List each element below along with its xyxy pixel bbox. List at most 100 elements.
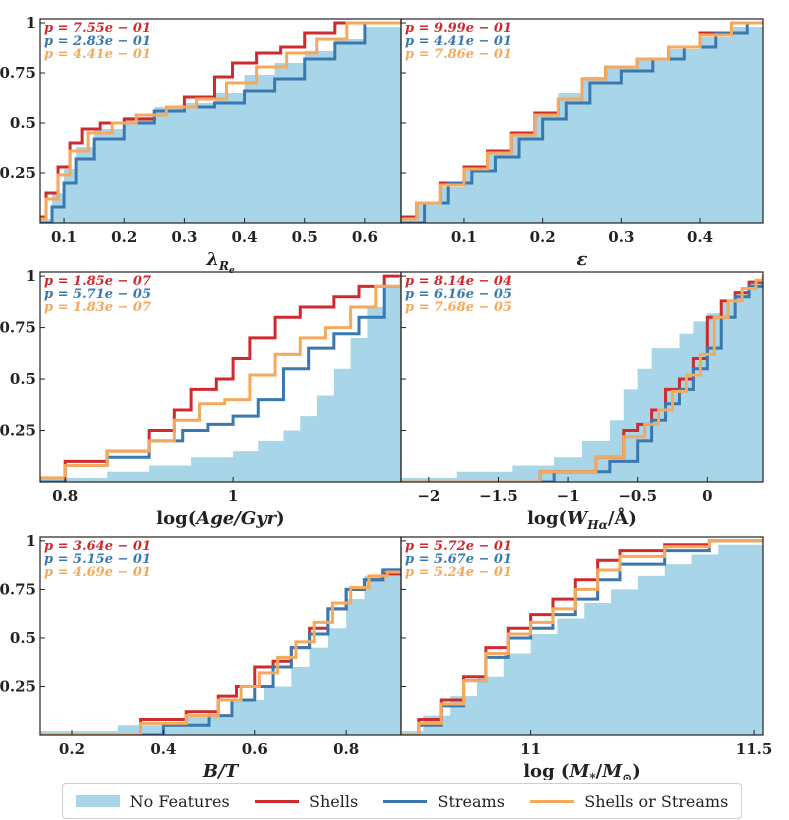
series-shells-or-streams-line [401, 539, 763, 735]
p-value-shells: p = 9.99e − 01 [405, 21, 512, 36]
plot-area [401, 539, 763, 735]
series-shells-or-streams-line [40, 276, 401, 480]
x-tick-label: 0.6 [352, 228, 378, 246]
legend-swatch-shells [254, 799, 299, 803]
series-streams-line [401, 276, 763, 482]
p-value-shells-or-streams: p = 7.68e − 05 [405, 300, 512, 315]
y-tick-label: 0.5 [10, 114, 36, 132]
p-value-shells: p = 1.85e − 07 [44, 274, 151, 289]
series-no-features-fill [401, 540, 763, 735]
series-no-features-fill [40, 276, 401, 482]
legend-label-streams: Streams [437, 791, 505, 811]
y-tick-label: 0.75 [0, 64, 36, 82]
series-no-features-fill [40, 23, 401, 223]
plot-area [40, 274, 401, 482]
x-tick-label: 0.1 [51, 228, 77, 246]
legend-swatch-no-features [75, 795, 120, 807]
p-value-streams: p = 2.83e − 01 [44, 34, 151, 49]
series-shells-or-streams-line [401, 276, 763, 482]
cdf-figure: 0.25 0.5 0.75 1 0.1 0.2 0.3 0.4 0.5 0.6 λRe p = 7.5… [0, 14, 773, 780]
x-tick-label: 0.4 [687, 228, 713, 246]
plot-area [401, 21, 763, 223]
p-value-shells-or-streams: p = 4.69e − 01 [44, 565, 151, 580]
x-axis-label: ε [577, 249, 588, 270]
legend-item-shells-or-streams: Shells or Streams [530, 792, 728, 811]
p-value-shells-or-streams: p = 7.86e − 01 [405, 47, 512, 62]
p-value-shells-or-streams: p = 5.24e − 01 [405, 565, 512, 580]
p-value-shells-or-streams: p = 4.41e − 01 [44, 47, 151, 62]
x-tick-label: 0.5 [292, 228, 318, 246]
plot-frame [400, 536, 764, 736]
x-tick-label: 0.4 [232, 228, 258, 246]
series-streams-line [40, 21, 401, 223]
y-tick-label: 0.75 [0, 580, 36, 598]
y-tick-label: 0.75 [0, 319, 36, 337]
series-shells-or-streams-line [40, 570, 401, 735]
x-axis-label: log(WHα/Å) [527, 506, 637, 532]
series-shells-line [401, 539, 763, 735]
series-no-features-fill [40, 568, 401, 735]
x-tick-label: 1 [228, 487, 238, 505]
p-value-streams: p = 5.67e − 01 [405, 552, 512, 567]
legend-item-streams: Streams [383, 791, 505, 811]
plot-area [40, 21, 401, 223]
plot-frame [400, 18, 764, 224]
x-axis-label: B/T [202, 761, 240, 780]
legend-swatch-shells-or-streams [530, 799, 575, 803]
x-tick-label: 0.2 [111, 228, 137, 246]
y-tick-label: 1 [26, 14, 36, 32]
legend-label-shells: Shells [308, 791, 359, 811]
p-value-shells: p = 7.55e − 01 [44, 21, 151, 36]
x-tick-label: 0.8 [333, 740, 359, 758]
x-tick-label: 0.8 [52, 487, 78, 505]
p-value-streams: p = 4.41e − 01 [405, 34, 512, 49]
plot-area [401, 276, 763, 482]
panel-2: 0.1 0.2 0.3 0.4 ε p = 9.99e − 01p = 4.41e − 0… [400, 18, 764, 270]
legend-item-shells: Shells [254, 791, 359, 811]
legend-label-no-features: No Features [129, 791, 230, 811]
y-tick-label: 0.5 [10, 629, 36, 647]
y-tick-label: 0.25 [0, 422, 36, 440]
x-tick-label: 0.1 [451, 228, 477, 246]
series-streams-line [401, 539, 763, 735]
legend-swatch-streams [383, 799, 428, 803]
p-value-shells: p = 8.14e − 04 [405, 274, 512, 289]
x-tick-label: 0.2 [530, 228, 556, 246]
p-value-streams: p = 5.71e − 05 [44, 287, 151, 302]
y-tick-label: 1 [26, 267, 36, 285]
x-axis-label: λRe [205, 249, 235, 276]
x-tick-label: 11.5 [736, 740, 773, 758]
panel-5: 0.25 0.5 0.75 1 0.2 0.4 0.6 0.8 B/T p = 3.64e − 0… [0, 532, 402, 780]
series-streams-line [40, 276, 401, 482]
x-axis-label: log(Age/Gyr) [156, 508, 284, 529]
p-value-streams: p = 6.16e − 05 [405, 287, 512, 302]
p-value-shells: p = 3.64e − 01 [44, 539, 151, 554]
legend-item-no-features: No Features [75, 791, 230, 811]
y-tick-label: 0.25 [0, 164, 36, 182]
x-tick-label: 0.3 [608, 228, 634, 246]
y-tick-label: 0.5 [10, 370, 36, 388]
series-no-features-fill [401, 23, 763, 223]
x-tick-label: 11 [520, 740, 541, 758]
x-tick-label: 0.2 [59, 740, 85, 758]
x-axis-label: log (M*/M⊙) [523, 761, 641, 780]
x-tick-label: −0.5 [618, 487, 657, 505]
x-tick-label: 0.3 [171, 228, 197, 246]
p-value-shells-or-streams: p = 1.83e − 07 [44, 300, 151, 315]
x-tick-label: 0 [702, 487, 712, 505]
y-tick-label: 1 [26, 532, 36, 550]
p-value-streams: p = 5.15e − 01 [44, 552, 151, 567]
y-tick-label: 0.25 [0, 677, 36, 695]
series-shells-or-streams-line [40, 21, 401, 221]
x-tick-label: −1.5 [479, 487, 518, 505]
series-shells-or-streams-line [401, 21, 763, 221]
x-tick-label: −1 [557, 487, 580, 505]
plot-frame [400, 271, 764, 483]
series-no-features-fill [401, 276, 763, 482]
x-tick-label: 0.4 [150, 740, 176, 758]
legend: No Features Shells Streams Shells or Str… [62, 783, 742, 819]
panel-1: 0.25 0.5 0.75 1 0.1 0.2 0.3 0.4 0.5 0.6 λRe p = 7.5… [0, 14, 402, 276]
plot-area [40, 568, 401, 735]
p-value-shells: p = 5.72e − 01 [405, 539, 512, 554]
x-tick-label: 0.6 [242, 740, 268, 758]
